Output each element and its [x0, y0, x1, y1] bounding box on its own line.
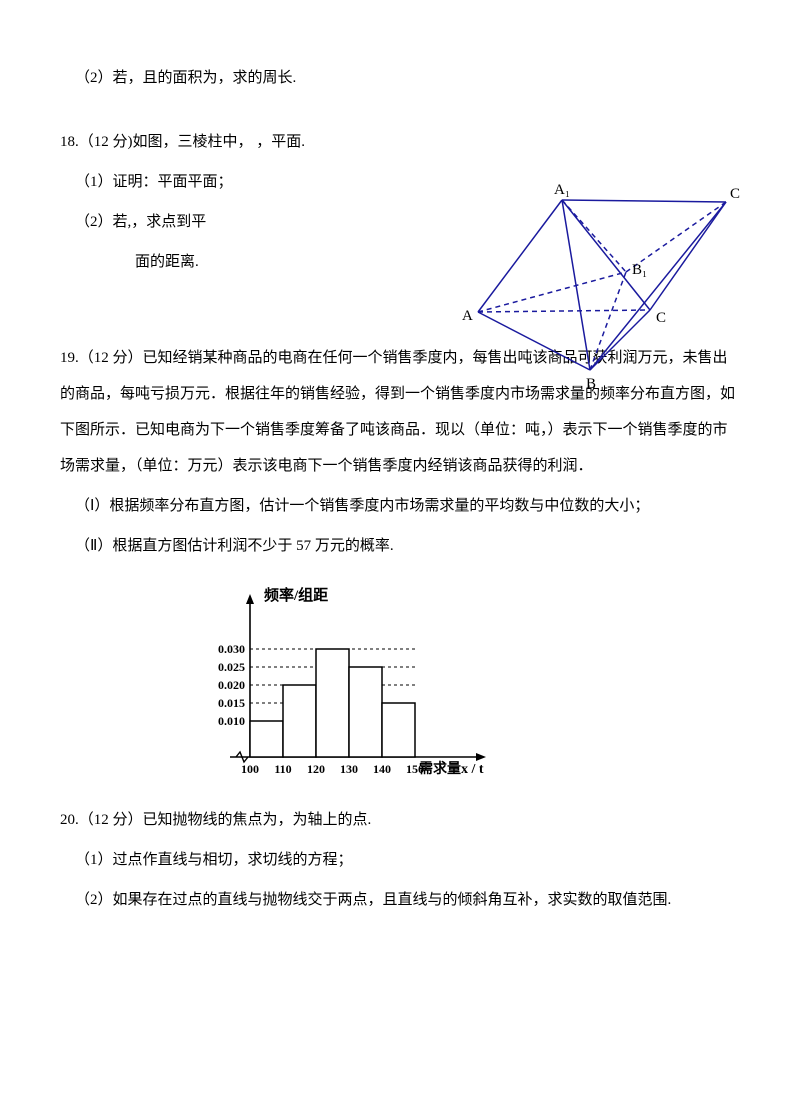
svg-text:A: A [462, 308, 473, 324]
svg-text:130: 130 [340, 762, 358, 776]
q20-p2: （2）如果存在过点的直线与抛物线交于两点，且直线与的倾斜角互补，求实数的取值范围… [60, 882, 740, 918]
svg-text:需求量x / t: 需求量x / t [419, 760, 484, 777]
svg-text:0.010: 0.010 [218, 714, 245, 728]
svg-text:0.020: 0.020 [218, 678, 245, 692]
q19-p1: （Ⅰ）根据频率分布直方图，估计一个销售季度内市场需求量的平均数与中位数的大小； [60, 488, 740, 524]
prism-figure: A B C A₁ B₁ C₁ [450, 180, 740, 390]
svg-text:140: 140 [373, 762, 391, 776]
q20-p1: （1）过点作直线与相切，求切线的方程； [60, 842, 740, 878]
svg-text:120: 120 [307, 762, 325, 776]
q18-p1: （1）证明：平面平面； [60, 164, 440, 200]
q18-block: 18.（12 分)如图，三棱柱中， ，平面. （1）证明：平面平面； （2）若,… [60, 124, 440, 280]
q18-head: 18.（12 分)如图，三棱柱中， ，平面. [60, 124, 440, 160]
q20-head: 20.（12 分）已知抛物线的焦点为，为轴上的点. [60, 802, 740, 838]
svg-text:100: 100 [241, 762, 259, 776]
q18-p2: （2）若,，求点到平 [60, 204, 440, 240]
svg-text:B: B [586, 376, 596, 390]
q18-p2b: 面的距离. [60, 244, 440, 280]
svg-text:C₁: C₁ [730, 186, 740, 202]
svg-text:0.030: 0.030 [218, 642, 245, 656]
gap [60, 100, 740, 124]
svg-text:C: C [656, 310, 666, 326]
svg-text:A₁: A₁ [554, 182, 570, 198]
q19-p2: （Ⅱ）根据直方图估计利润不少于 57 万元的概率. [60, 528, 740, 564]
svg-text:0.025: 0.025 [218, 660, 245, 674]
svg-text:频率/组距: 频率/组距 [264, 586, 328, 604]
q17-part2: （2）若，且的面积为，求的周长. [60, 60, 740, 96]
svg-text:0.015: 0.015 [218, 696, 245, 710]
svg-text:110: 110 [274, 762, 291, 776]
svg-text:B₁: B₁ [632, 262, 647, 278]
histogram-figure: 0.010 0.015 0.020 0.025 0.030 100 110 120 130 140… [190, 582, 500, 792]
